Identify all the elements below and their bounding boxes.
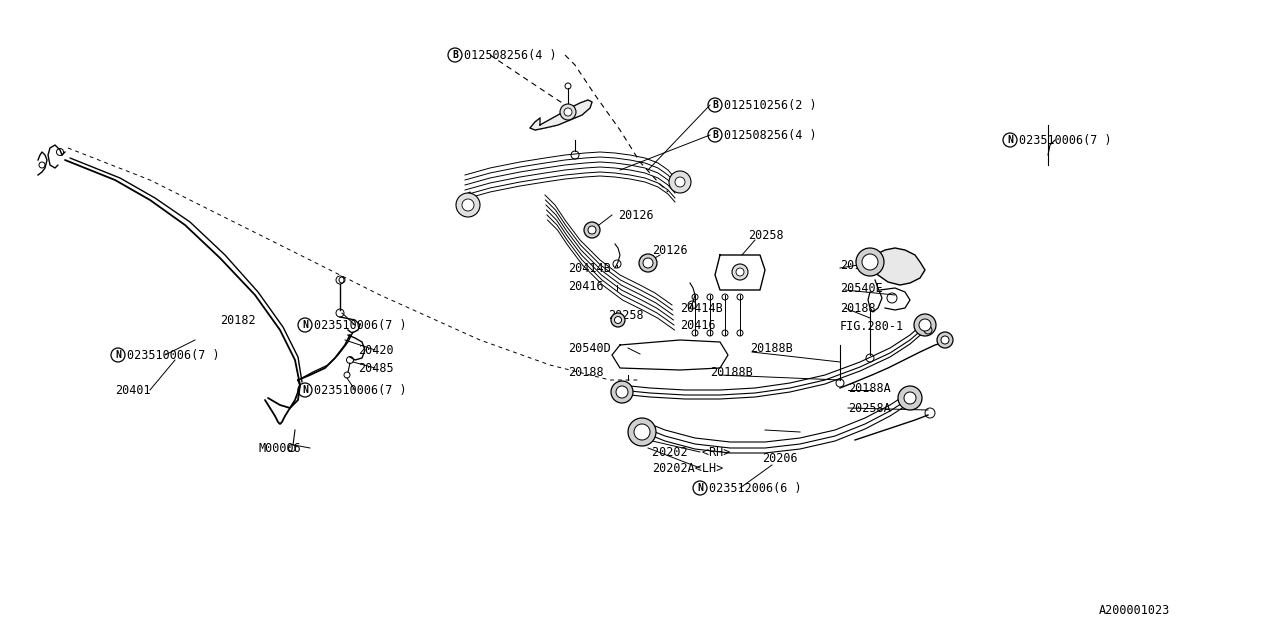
Circle shape bbox=[669, 171, 691, 193]
Circle shape bbox=[639, 254, 657, 272]
Text: 023510006(7 ): 023510006(7 ) bbox=[314, 383, 407, 397]
Circle shape bbox=[899, 386, 922, 410]
Circle shape bbox=[941, 336, 948, 344]
Circle shape bbox=[611, 381, 634, 403]
Circle shape bbox=[675, 177, 685, 187]
Circle shape bbox=[736, 268, 744, 276]
Circle shape bbox=[462, 199, 474, 211]
Text: 20188: 20188 bbox=[840, 301, 876, 314]
Text: 20188: 20188 bbox=[568, 365, 604, 378]
Circle shape bbox=[616, 386, 628, 398]
Circle shape bbox=[561, 104, 576, 120]
Text: 20416: 20416 bbox=[568, 280, 604, 292]
Text: 012510256(2 ): 012510256(2 ) bbox=[724, 99, 817, 111]
Text: 20414B: 20414B bbox=[568, 262, 611, 275]
Circle shape bbox=[643, 258, 653, 268]
Text: B: B bbox=[712, 100, 718, 110]
Circle shape bbox=[861, 254, 878, 270]
Text: 20202  <RH>: 20202 <RH> bbox=[652, 445, 731, 458]
Text: 20540D: 20540D bbox=[568, 342, 611, 355]
Text: 023510006(7 ): 023510006(7 ) bbox=[314, 319, 407, 332]
Circle shape bbox=[611, 313, 625, 327]
Circle shape bbox=[914, 314, 936, 336]
Text: N: N bbox=[115, 350, 120, 360]
Text: 20401: 20401 bbox=[115, 383, 151, 397]
Text: 023510006(7 ): 023510006(7 ) bbox=[1019, 134, 1111, 147]
Text: 20182: 20182 bbox=[220, 314, 256, 326]
Text: 20206: 20206 bbox=[762, 451, 797, 465]
Text: 20540E: 20540E bbox=[840, 282, 883, 294]
Text: 20188B: 20188B bbox=[750, 342, 792, 355]
Text: 20188B: 20188B bbox=[710, 365, 753, 378]
Polygon shape bbox=[870, 248, 925, 285]
Text: N: N bbox=[302, 385, 308, 395]
Text: 20414B: 20414B bbox=[680, 301, 723, 314]
Text: 20102: 20102 bbox=[840, 259, 876, 271]
Circle shape bbox=[614, 317, 622, 323]
Circle shape bbox=[564, 108, 572, 116]
Circle shape bbox=[628, 418, 657, 446]
Circle shape bbox=[937, 332, 954, 348]
Circle shape bbox=[856, 248, 884, 276]
Text: 20202A<LH>: 20202A<LH> bbox=[652, 461, 723, 474]
Text: 20126: 20126 bbox=[618, 209, 654, 221]
Text: N: N bbox=[1007, 135, 1012, 145]
Circle shape bbox=[904, 392, 916, 404]
Text: 023512006(6 ): 023512006(6 ) bbox=[709, 481, 801, 495]
Text: B: B bbox=[452, 50, 458, 60]
Text: 012508256(4 ): 012508256(4 ) bbox=[724, 129, 817, 141]
Text: FIG.280-1: FIG.280-1 bbox=[840, 319, 904, 333]
Circle shape bbox=[456, 193, 480, 217]
Text: 20258: 20258 bbox=[748, 228, 783, 241]
Circle shape bbox=[634, 424, 650, 440]
Circle shape bbox=[919, 319, 931, 331]
Text: 20258A: 20258A bbox=[849, 401, 891, 415]
Text: A200001023: A200001023 bbox=[1098, 604, 1170, 616]
Text: 023510006(7 ): 023510006(7 ) bbox=[127, 349, 220, 362]
Polygon shape bbox=[530, 100, 593, 130]
Text: 20420: 20420 bbox=[358, 344, 394, 356]
Text: B: B bbox=[712, 130, 718, 140]
Text: N: N bbox=[302, 320, 308, 330]
Text: 012508256(4 ): 012508256(4 ) bbox=[465, 49, 557, 61]
Text: 20188A: 20188A bbox=[849, 381, 891, 394]
Circle shape bbox=[588, 226, 596, 234]
Text: 20258: 20258 bbox=[608, 308, 644, 321]
Circle shape bbox=[732, 264, 748, 280]
Text: 20126: 20126 bbox=[652, 243, 687, 257]
Text: 20485: 20485 bbox=[358, 362, 394, 374]
Text: 20416: 20416 bbox=[680, 319, 716, 332]
Text: M00006: M00006 bbox=[259, 442, 301, 454]
Circle shape bbox=[584, 222, 600, 238]
Text: N: N bbox=[698, 483, 703, 493]
